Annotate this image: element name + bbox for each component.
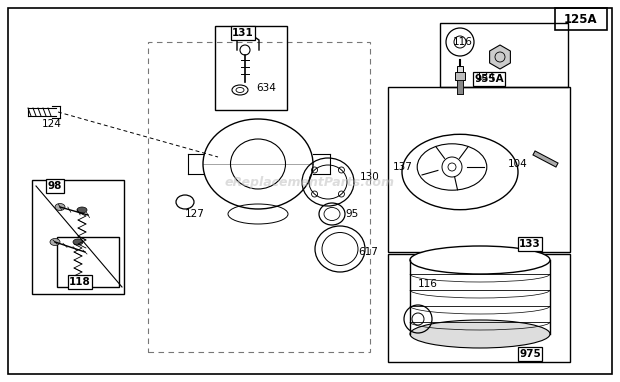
- Text: 98: 98: [48, 181, 62, 191]
- Text: 118: 118: [69, 277, 91, 287]
- Text: 125A: 125A: [564, 13, 598, 26]
- Text: 95: 95: [345, 209, 358, 219]
- Ellipse shape: [73, 239, 83, 245]
- Text: 137: 137: [393, 162, 413, 172]
- Text: 634: 634: [256, 83, 276, 93]
- Ellipse shape: [410, 246, 550, 274]
- Bar: [440, 23, 568, 87]
- Text: 104: 104: [508, 159, 528, 169]
- Text: 131: 131: [232, 28, 254, 38]
- Ellipse shape: [50, 238, 60, 246]
- Polygon shape: [490, 45, 510, 69]
- Bar: [148, 42, 370, 352]
- Text: 116: 116: [453, 37, 473, 47]
- Text: 127: 127: [185, 209, 205, 219]
- Text: 124: 124: [42, 119, 62, 129]
- Bar: [457, 80, 463, 94]
- Bar: [457, 66, 463, 94]
- Ellipse shape: [77, 207, 87, 213]
- Bar: [57, 237, 119, 287]
- Text: 133: 133: [519, 239, 541, 249]
- Ellipse shape: [55, 204, 65, 210]
- Bar: [388, 87, 570, 252]
- Bar: [388, 254, 570, 362]
- Bar: [215, 26, 287, 110]
- Text: 617: 617: [358, 247, 378, 257]
- Ellipse shape: [410, 320, 550, 348]
- Text: eReplacementParts.com: eReplacementParts.com: [225, 175, 395, 188]
- Text: 975: 975: [519, 349, 541, 359]
- Bar: [455, 72, 465, 80]
- Bar: [555, 8, 607, 30]
- Text: 955A: 955A: [474, 74, 504, 84]
- Text: 134: 134: [476, 72, 496, 82]
- Bar: [32, 180, 124, 294]
- Text: 116: 116: [418, 279, 438, 289]
- Text: 130: 130: [360, 172, 379, 182]
